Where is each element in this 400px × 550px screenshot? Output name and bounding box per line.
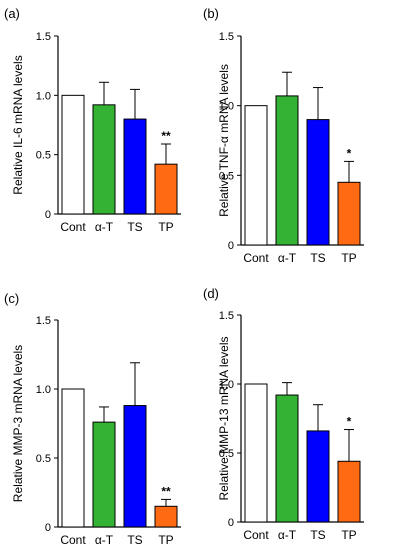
significance-marker: ** [161,484,171,498]
bar-α-T [275,394,299,523]
x-tick-label: Cont [60,220,86,234]
y-tick-label: 1.0 [219,379,234,391]
x-tick-label: Cont [243,251,269,265]
x-tick-label: TP [341,528,356,542]
significance-marker: ** [161,129,171,143]
y-axis-label: Relative TNF-α mRNA levels [217,64,231,217]
panel-label: (d) [203,286,219,301]
x-tick-label: Cont [243,528,269,542]
y-tick-label: 0.5 [219,170,234,182]
x-tick-label: α-T [95,533,114,547]
x-tick-label: α-T [278,251,297,265]
bar-Cont [244,383,268,523]
panel-label: (b) [203,6,219,21]
x-tick-label: TS [310,251,325,265]
x-tick-label: TS [310,528,325,542]
y-tick-label: 1.5 [219,310,234,322]
bar-TS [123,118,147,215]
bar-TP [154,163,178,215]
panel-label: (c) [4,291,19,306]
x-tick-label: TP [158,533,173,547]
y-tick-label: 0.5 [36,453,51,465]
x-tick-label: Cont [60,533,86,547]
y-tick-label: 1.5 [36,315,51,327]
y-tick-label: 0.5 [36,150,51,162]
bar-α-T [92,421,116,528]
bar-TP [337,181,361,246]
y-tick-label: 1.5 [36,31,51,43]
bar-TS [123,405,147,528]
bar-TS [306,430,330,523]
bar-α-T [92,104,116,215]
y-tick-label: 1.0 [36,384,51,396]
x-tick-label: α-T [278,528,297,542]
y-tick-label: 0 [45,522,51,534]
y-tick-label: 0 [45,209,51,221]
bar-TP [154,505,178,528]
y-tick-label: 0 [228,517,234,529]
y-axis-label: Relative IL-6 mRNA levels [11,55,25,194]
x-tick-label: TP [341,251,356,265]
bar-Cont [61,388,85,528]
x-tick-label: TS [127,533,142,547]
y-axis-label: Relative MMP-13 mRNA levels [217,336,231,500]
bar-TP [337,460,361,523]
x-tick-label: TS [127,220,142,234]
x-tick-label: TP [158,220,173,234]
bar-TS [306,119,330,246]
y-tick-label: 1.0 [36,90,51,102]
y-tick-label: 0 [228,240,234,252]
panel-label: (a) [4,6,20,21]
significance-marker: * [347,146,352,160]
bar-Cont [61,94,85,215]
bar-α-T [275,95,299,246]
bar-Cont [244,105,268,246]
y-axis-label: Relative MMP-3 mRNA levels [11,345,25,502]
y-tick-label: 0.5 [219,448,234,460]
significance-marker: * [347,415,352,429]
y-tick-label: 1.5 [219,31,234,43]
x-tick-label: α-T [95,220,114,234]
y-tick-label: 1.0 [219,101,234,113]
